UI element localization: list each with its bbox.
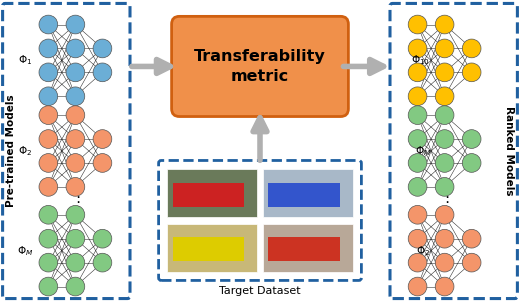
- Circle shape: [39, 277, 58, 296]
- Text: Transferability
metric: Transferability metric: [194, 49, 326, 84]
- Circle shape: [408, 154, 427, 172]
- Circle shape: [39, 106, 58, 124]
- Text: $\vdots$: $\vdots$: [70, 194, 81, 210]
- Bar: [173, 237, 244, 261]
- FancyBboxPatch shape: [159, 160, 361, 281]
- Circle shape: [435, 253, 454, 272]
- Circle shape: [39, 63, 58, 82]
- Circle shape: [408, 39, 427, 58]
- Circle shape: [66, 154, 85, 172]
- Text: $\Phi_2$: $\Phi_2$: [18, 144, 32, 158]
- Text: $\Phi_M$: $\Phi_M$: [17, 244, 33, 258]
- Bar: [263, 169, 353, 217]
- Circle shape: [435, 15, 454, 34]
- Circle shape: [462, 154, 481, 172]
- Circle shape: [93, 154, 112, 172]
- Circle shape: [408, 253, 427, 272]
- Circle shape: [93, 130, 112, 148]
- Circle shape: [39, 15, 58, 34]
- Circle shape: [408, 63, 427, 82]
- Text: Pre-trained Models: Pre-trained Models: [6, 95, 17, 207]
- Text: $\vdots$: $\vdots$: [439, 194, 450, 210]
- Circle shape: [39, 87, 58, 106]
- Circle shape: [408, 130, 427, 148]
- Circle shape: [66, 130, 85, 148]
- Bar: [173, 183, 244, 207]
- FancyBboxPatch shape: [3, 3, 130, 299]
- Circle shape: [39, 39, 58, 58]
- Circle shape: [66, 39, 85, 58]
- Circle shape: [39, 130, 58, 148]
- Circle shape: [66, 229, 85, 248]
- Circle shape: [435, 130, 454, 148]
- Circle shape: [93, 229, 112, 248]
- Circle shape: [435, 205, 454, 224]
- Circle shape: [66, 205, 85, 224]
- Circle shape: [435, 87, 454, 106]
- Circle shape: [408, 106, 427, 124]
- Circle shape: [435, 277, 454, 296]
- Circle shape: [408, 277, 427, 296]
- Text: $\Phi_1$: $\Phi_1$: [18, 53, 32, 67]
- Circle shape: [408, 205, 427, 224]
- FancyBboxPatch shape: [172, 16, 348, 117]
- Circle shape: [462, 39, 481, 58]
- Circle shape: [435, 39, 454, 58]
- Circle shape: [39, 154, 58, 172]
- Circle shape: [408, 87, 427, 106]
- Circle shape: [435, 63, 454, 82]
- Text: Target Dataset: Target Dataset: [219, 286, 301, 297]
- FancyBboxPatch shape: [390, 3, 517, 299]
- Circle shape: [462, 253, 481, 272]
- Circle shape: [408, 178, 427, 196]
- Circle shape: [93, 39, 112, 58]
- Circle shape: [66, 277, 85, 296]
- Bar: [263, 223, 353, 271]
- Circle shape: [66, 253, 85, 272]
- Circle shape: [66, 63, 85, 82]
- Circle shape: [66, 15, 85, 34]
- Circle shape: [462, 229, 481, 248]
- Circle shape: [435, 106, 454, 124]
- Circle shape: [408, 229, 427, 248]
- Circle shape: [39, 205, 58, 224]
- Circle shape: [39, 253, 58, 272]
- Circle shape: [39, 229, 58, 248]
- Text: Ranked Models: Ranked Models: [503, 106, 514, 196]
- Circle shape: [435, 178, 454, 196]
- Circle shape: [93, 253, 112, 272]
- Bar: [268, 237, 340, 261]
- Bar: [167, 169, 257, 217]
- Text: $\Phi_2$: $\Phi_2$: [415, 244, 430, 258]
- Circle shape: [66, 106, 85, 124]
- Circle shape: [408, 15, 427, 34]
- Text: $\Phi_M$: $\Phi_M$: [414, 144, 431, 158]
- Circle shape: [462, 130, 481, 148]
- Circle shape: [66, 178, 85, 196]
- Text: $\Phi_{10}$: $\Phi_{10}$: [411, 53, 430, 67]
- Circle shape: [435, 229, 454, 248]
- Circle shape: [435, 154, 454, 172]
- Circle shape: [93, 63, 112, 82]
- Circle shape: [66, 87, 85, 106]
- Circle shape: [462, 63, 481, 82]
- Bar: [268, 183, 340, 207]
- Bar: [167, 223, 257, 271]
- Circle shape: [39, 178, 58, 196]
